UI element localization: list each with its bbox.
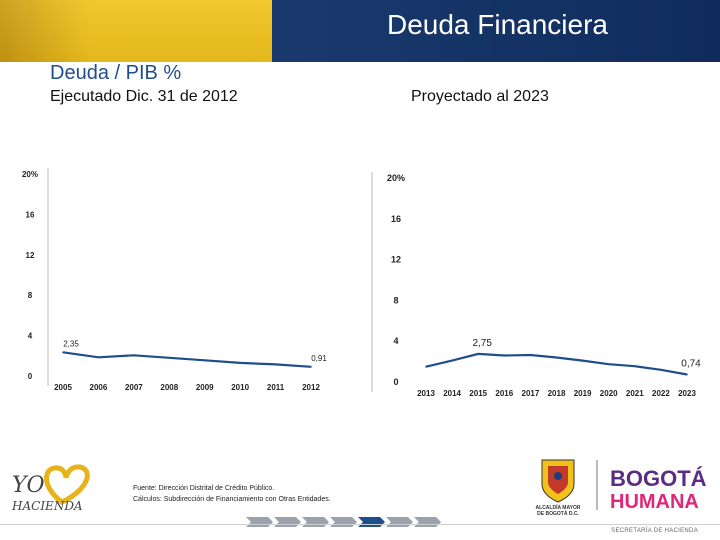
step-chevron[interactable] — [246, 517, 273, 527]
x-tick-label: 2013 — [417, 389, 435, 398]
logo-humana: HUMANA — [610, 491, 699, 513]
x-tick-label: 2022 — [652, 389, 670, 398]
shield-icon — [541, 459, 575, 503]
data-point — [133, 354, 135, 357]
bogota-humana-logo: ALCALDÍA MAYOR DE BOGOTÁ D.C. BOGOTÁ HUM… — [536, 459, 707, 517]
data-point — [503, 354, 506, 357]
data-point — [274, 363, 277, 366]
data-point — [168, 357, 171, 359]
alcaldia-line1: ALCALDÍA MAYOR — [536, 503, 581, 511]
x-tick-label: 2012 — [302, 383, 320, 392]
left-chart: 0 4 8 12 16 20% 2005 2006 2007 2008 2009 2010 2011 20… — [22, 168, 327, 392]
series-line — [62, 351, 312, 368]
data-point — [660, 368, 662, 371]
y-tick-label: 8 — [28, 291, 33, 300]
data-point — [607, 363, 610, 365]
page-title: Deuda Financiera — [386, 9, 608, 40]
y-tick-label: 16 — [391, 214, 401, 224]
data-point — [425, 365, 427, 368]
data-label: 0,74 — [681, 358, 701, 369]
header-accent — [0, 0, 272, 62]
logo-yo: YO — [12, 473, 45, 498]
data-point — [62, 351, 64, 354]
x-tick-label: 2021 — [626, 389, 644, 398]
data-point — [451, 359, 453, 362]
data-point — [581, 359, 584, 362]
x-tick-label: 2015 — [469, 389, 487, 398]
data-point — [634, 365, 636, 367]
left-chart-subtitle: Ejecutado Dic. 31 de 2012 — [50, 88, 238, 105]
x-tick-label: 2016 — [495, 389, 513, 398]
y-tick-label: 16 — [26, 210, 35, 219]
step-chevron[interactable] — [274, 517, 301, 527]
y-tick-label: 4 — [28, 332, 33, 341]
data-point — [203, 359, 206, 362]
department-label: SECRETARÍA DE HACIENDA — [611, 528, 698, 534]
x-tick-label: 2007 — [125, 383, 143, 392]
y-tick-label: 20% — [387, 173, 405, 183]
slide-progress-nav[interactable] — [242, 515, 442, 529]
x-tick-label: 2014 — [443, 389, 461, 398]
x-tick-label: 2005 — [54, 383, 72, 392]
footer-divider — [0, 524, 720, 525]
source-note: Fuente: Dirección Distrital de Crédito P… — [133, 485, 275, 492]
y-tick-label: 20% — [22, 170, 38, 179]
data-point — [97, 356, 100, 359]
logo-bogota: BOGOTÁ — [610, 466, 707, 491]
data-label: 2,75 — [472, 338, 492, 349]
alcaldia-line2: DE BOGOTÁ D.C. — [537, 510, 579, 517]
right-chart: 0 4 8 12 16 20% 2013 2014 2015 2016 2017 2018 2019 20… — [371, 172, 701, 398]
footer-note: Fuente: Dirección Distrital de Crédito P… — [133, 483, 331, 505]
x-tick-label: 2023 — [678, 389, 696, 398]
data-point — [310, 366, 312, 368]
x-tick-label: 2019 — [574, 389, 592, 398]
data-point — [686, 373, 688, 376]
x-tick-label: 2018 — [548, 389, 566, 398]
calc-note: Cálculos: Subdirección de Financiamiento… — [133, 496, 331, 503]
data-point — [239, 362, 241, 364]
x-tick-label: 2017 — [522, 389, 540, 398]
y-tick-label: 12 — [391, 255, 401, 265]
logo-hacienda: HACIENDA — [11, 499, 83, 513]
data-point — [477, 353, 479, 355]
x-tick-label: 2008 — [160, 383, 178, 392]
step-chevron[interactable] — [386, 517, 413, 527]
step-chevron[interactable] — [358, 517, 385, 527]
x-tick-label: 2006 — [90, 383, 108, 392]
yo-hacienda-logo: YO HACIENDA — [11, 464, 90, 513]
y-tick-label: 8 — [393, 295, 398, 305]
heart-icon — [44, 464, 90, 505]
step-chevron[interactable] — [414, 517, 441, 527]
x-tick-label: 2010 — [231, 383, 249, 392]
header-bar — [0, 0, 720, 62]
step-chevron[interactable] — [302, 517, 329, 527]
data-point — [555, 356, 558, 359]
section-title: Deuda / PIB % — [50, 62, 182, 84]
right-chart-subtitle: Proyectado al 2023 — [411, 88, 549, 105]
y-tick-label: 4 — [393, 336, 398, 346]
data-point — [529, 354, 532, 356]
y-tick-label: 0 — [28, 372, 33, 381]
x-tick-label: 2011 — [267, 383, 285, 392]
x-tick-label: 2020 — [600, 389, 618, 398]
x-tick-label: 2009 — [196, 383, 214, 392]
data-label: 2,35 — [63, 339, 79, 348]
y-tick-label: 0 — [393, 377, 398, 387]
y-tick-label: 12 — [26, 251, 35, 260]
step-chevron[interactable] — [330, 517, 357, 527]
data-label: 0,91 — [311, 354, 327, 363]
